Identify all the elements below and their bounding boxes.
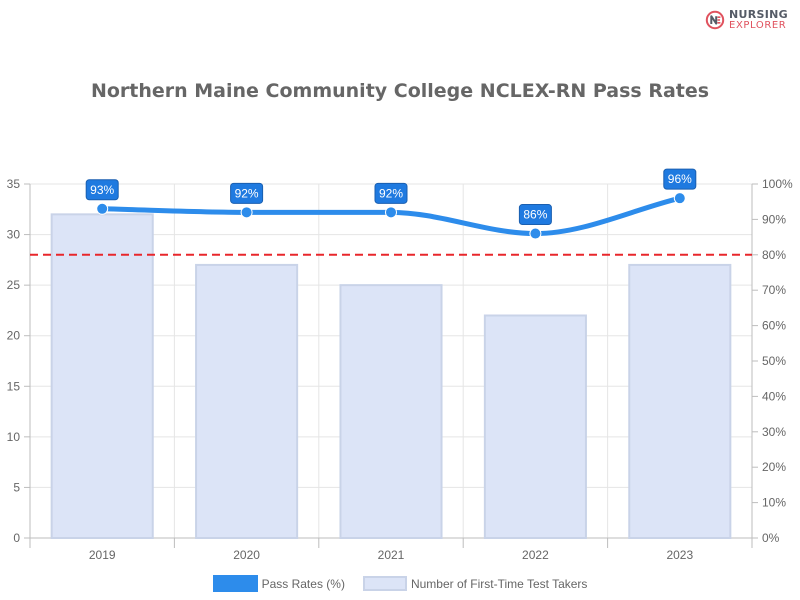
bar-test-takers <box>339 284 443 539</box>
legend-swatch-test-takers <box>362 576 407 591</box>
nursing-explorer-logo-icon <box>705 10 725 30</box>
left-axis-tick-label: 15 <box>7 379 21 393</box>
x-axis-tick-label: 2022 <box>522 548 549 562</box>
data-label-pass-rate: 92% <box>235 186 259 200</box>
right-axis-tick-label: 70% <box>762 283 786 297</box>
left-axis-tick-label: 10 <box>7 430 21 444</box>
x-axis-tick-label: 2020 <box>233 548 260 562</box>
data-label-box <box>85 179 119 201</box>
brand-logo: NURSING EXPLORER <box>705 9 788 31</box>
legend-item-pass-rates[interactable]: Pass Rates (%) <box>212 575 345 592</box>
data-label-box <box>518 204 552 226</box>
right-axis-tick-label: 30% <box>762 425 786 439</box>
x-axis-tick-label: 2021 <box>378 548 405 562</box>
legend-swatch-pass-rates <box>212 575 258 592</box>
point-pass-rate <box>96 202 109 215</box>
left-axis-tick-label: 0 <box>13 531 20 545</box>
bar-test-takers <box>195 263 299 539</box>
right-axis-tick-label: 60% <box>762 319 786 333</box>
point-pass-rate <box>529 227 542 240</box>
chart-title: Northern Maine Community College NCLEX-R… <box>90 80 710 102</box>
legend-item-test-takers[interactable]: Number of First-Time Test Takers <box>362 576 588 591</box>
right-axis-tick-label: 10% <box>762 496 786 510</box>
right-axis-tick-label: 80% <box>762 248 786 262</box>
x-axis-tick-label: 2023 <box>666 548 693 562</box>
bar-test-takers <box>483 314 587 539</box>
point-pass-rate <box>385 206 397 219</box>
bar-test-takers <box>628 263 732 539</box>
data-label-box <box>663 168 697 190</box>
point-pass-rate <box>240 206 253 219</box>
data-label-pass-rate: 96% <box>668 172 692 186</box>
data-label-pass-rate: 93% <box>90 183 114 197</box>
right-axis-tick-label: 40% <box>762 389 786 403</box>
brand-name-line1: NURSING <box>729 8 788 21</box>
left-axis-tick-label: 35 <box>7 177 21 191</box>
bar-test-takers <box>50 213 154 539</box>
data-label-pass-rate: 86% <box>523 208 547 222</box>
right-axis-tick-label: 90% <box>762 212 786 226</box>
brand-name-line2: EXPLORER <box>729 20 787 31</box>
data-label-box <box>374 182 408 204</box>
left-axis-tick-label: 30 <box>7 228 21 242</box>
legend-label-pass-rates: Pass Rates (%) <box>261 576 345 591</box>
left-axis-tick-label: 25 <box>7 278 21 292</box>
legend-label-test-takers: Number of First-Time Test Takers <box>410 576 588 591</box>
right-axis-tick-label: 20% <box>762 460 786 474</box>
right-axis-tick-label: 50% <box>762 354 786 368</box>
data-label-box <box>230 182 264 204</box>
data-label-pass-rate: 92% <box>379 186 403 200</box>
right-axis-tick-label: 0% <box>762 531 780 545</box>
left-axis-tick-label: 20 <box>7 329 21 343</box>
point-pass-rate <box>673 192 686 205</box>
right-axis-tick-label: 100% <box>762 177 793 191</box>
x-axis-tick-label: 2019 <box>89 548 116 562</box>
chart-legend: Pass Rates (%) Number of First-Time Test… <box>0 575 800 592</box>
left-axis-tick-label: 5 <box>13 480 20 494</box>
